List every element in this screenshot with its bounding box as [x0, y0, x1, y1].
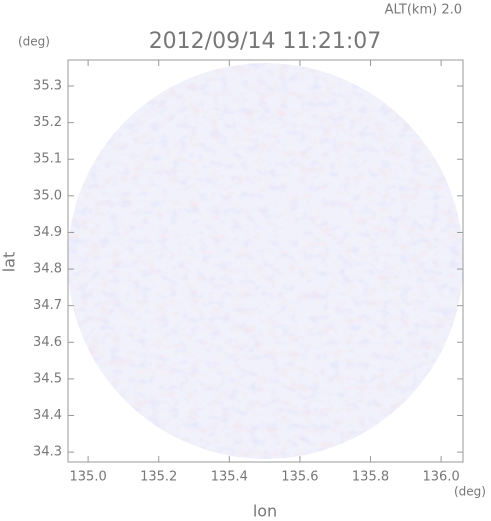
radar-field: [67, 63, 464, 459]
y-tick-label: 34.6: [33, 335, 62, 350]
y-tick-label: 34.4: [33, 408, 62, 423]
x-tick-label: 135.2: [140, 470, 177, 485]
x-tick-label: 135.6: [281, 470, 318, 485]
chart-title: 2012/09/14 11:21:07: [149, 29, 382, 54]
y-tick-label: 34.8: [33, 262, 62, 277]
y-unit: (deg): [18, 35, 50, 49]
x-tick-label: 136.0: [423, 470, 460, 485]
y-tick-label: 34.5: [33, 371, 62, 386]
y-tick-label: 34.7: [33, 298, 62, 313]
y-tick-label: 35.1: [33, 152, 62, 167]
plot-frame: [67, 59, 464, 463]
x-tick-label: 135.4: [211, 470, 248, 485]
radar-texture: [67, 63, 464, 459]
x-axis-label: lon: [253, 502, 277, 521]
y-tick-label: 35.2: [33, 115, 62, 130]
y-axis-label: lat: [0, 252, 19, 273]
x-unit: (deg): [454, 485, 486, 499]
x-tick-label: 135.8: [352, 470, 389, 485]
y-tick-label: 35.3: [33, 78, 62, 93]
y-tick-label: 35.0: [33, 188, 62, 203]
y-tick-label: 34.3: [33, 445, 62, 460]
altitude-label: ALT(km) 2.0: [385, 3, 462, 18]
y-tick-label: 34.9: [33, 225, 62, 240]
x-tick-label: 135.0: [70, 470, 107, 485]
